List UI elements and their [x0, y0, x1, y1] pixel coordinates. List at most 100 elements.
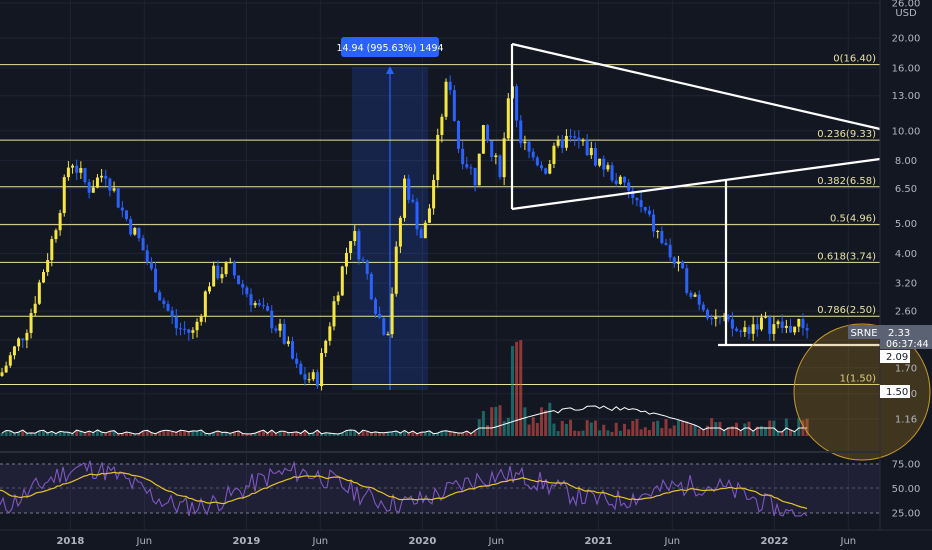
volume-bar	[54, 433, 58, 436]
volume-bar	[548, 402, 552, 436]
fib-label: 0(16.40)	[833, 54, 876, 65]
volume-bar	[535, 422, 539, 436]
candle-body	[62, 177, 66, 214]
candle-body	[33, 303, 37, 314]
triangle-drawing[interactable]	[510, 42, 881, 347]
candle-body	[25, 332, 29, 341]
volume-bar	[789, 429, 792, 436]
candle-body	[523, 141, 527, 144]
volume-bar	[494, 406, 498, 436]
measure-label-box	[341, 37, 439, 57]
volume-bar	[311, 433, 315, 436]
candle-body	[689, 292, 693, 297]
volume-bar	[722, 430, 726, 436]
time-axis[interactable]: 2018 Jun 2019 Jun 2020 Jun 2021 Jun 2022 Jun	[56, 536, 856, 547]
candle-body	[307, 379, 311, 381]
fib-label: 0.786(2.50)	[817, 305, 876, 316]
candle-body	[560, 139, 564, 148]
volume-bar	[710, 418, 714, 436]
candle-body	[631, 190, 635, 198]
measure-tool[interactable]: 14.94 (995.63%) 1494	[336, 37, 444, 390]
fib-label: 0.236(9.33)	[817, 129, 876, 140]
candle-body	[104, 175, 108, 179]
volume-bar	[91, 432, 95, 436]
candle-body	[573, 136, 577, 138]
volume-bar	[166, 430, 170, 436]
candle-body	[411, 199, 415, 202]
volume-bar	[743, 423, 747, 436]
candle-body	[137, 227, 141, 239]
candle-body	[149, 262, 153, 269]
candle-body	[701, 304, 705, 310]
candle-body	[726, 315, 730, 320]
candle-body	[465, 164, 469, 168]
candle-body	[552, 145, 556, 164]
candle-body	[46, 260, 50, 273]
candle-body	[432, 180, 436, 209]
candle-body	[780, 321, 784, 328]
candle-body	[245, 287, 249, 295]
candle-body	[66, 167, 70, 178]
candle-body	[614, 180, 618, 184]
volume-bar	[689, 424, 693, 436]
candle-body	[527, 141, 531, 152]
candle-body	[722, 315, 726, 317]
volume-bar	[610, 431, 614, 436]
volume-bar	[394, 431, 398, 436]
volume-bar	[473, 430, 477, 436]
volume-bar	[519, 340, 523, 436]
volume-bar	[452, 432, 456, 436]
volume-bar	[403, 430, 407, 436]
volume-bar	[324, 432, 328, 436]
candle-body	[398, 217, 402, 247]
candle-body	[21, 338, 25, 341]
volume-bar	[62, 432, 66, 436]
time-tick-label: Jun	[136, 536, 153, 547]
volume-bar	[656, 420, 660, 436]
candle-body	[531, 151, 535, 158]
volume-bar	[593, 420, 597, 436]
volume-bar	[510, 345, 514, 436]
candle-body	[91, 187, 95, 193]
candle-body	[336, 295, 340, 302]
candle-body	[154, 268, 158, 293]
volume-bar	[25, 433, 29, 436]
candle-body	[286, 341, 290, 344]
volume-bar	[461, 433, 465, 436]
candle-body	[755, 324, 759, 330]
candle-body	[477, 153, 481, 186]
candle-body	[407, 178, 411, 200]
candle-body	[71, 165, 75, 168]
volume-bar	[726, 427, 730, 436]
volume-bar	[569, 419, 573, 436]
candle-body	[764, 316, 768, 318]
candle-body	[199, 316, 203, 322]
volume-bar	[365, 431, 369, 436]
fib-label: 1(1.50)	[840, 374, 877, 385]
candle-body	[170, 310, 174, 317]
fib-levels[interactable]: 0(16.40) 0.236(9.33) 0.382(6.58) 0.5(4.96) 0…	[0, 54, 880, 386]
volume-bar	[693, 425, 697, 436]
candle-body	[83, 168, 87, 183]
volume-bar	[328, 433, 332, 436]
candle-body	[473, 167, 477, 186]
volume-bar	[423, 432, 427, 436]
candle-body	[718, 316, 722, 318]
fib-label: 0.618(3.74)	[817, 251, 876, 262]
volume-bar	[486, 425, 490, 436]
candle-body	[436, 134, 440, 181]
candle-body	[585, 140, 589, 156]
price-tick-label: 6.50	[895, 184, 917, 195]
volume-bar	[228, 433, 232, 436]
volume-bar	[631, 420, 635, 436]
volume-bar	[170, 431, 174, 436]
candle-body	[502, 138, 506, 178]
candle-body	[224, 262, 228, 275]
volume-bar	[224, 432, 228, 436]
volume-bar	[697, 428, 701, 436]
candle-body	[270, 310, 274, 329]
candle-body	[324, 340, 328, 354]
volume-bar	[112, 430, 116, 436]
candle-body	[598, 158, 602, 166]
